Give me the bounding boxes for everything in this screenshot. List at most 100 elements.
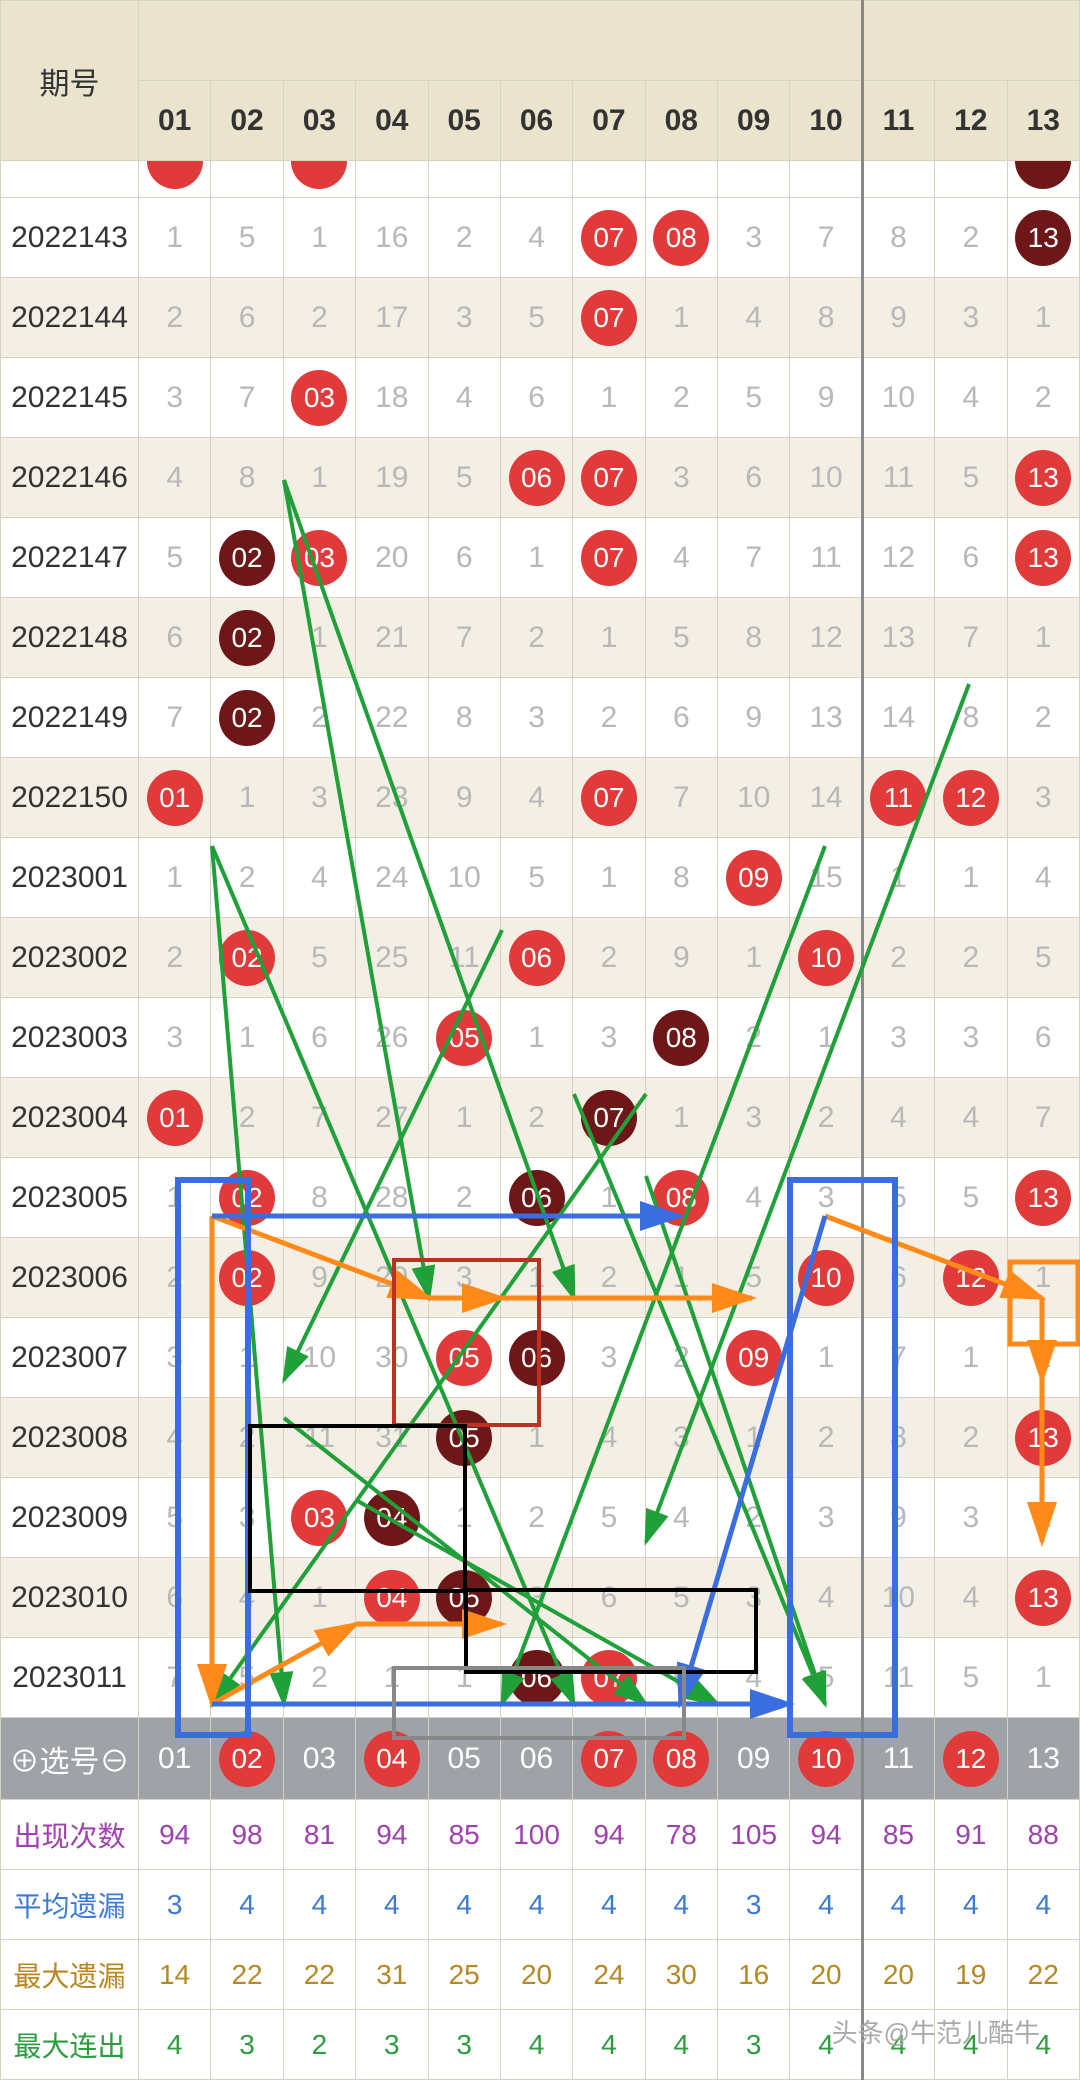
number-ball: 07 [581,530,637,586]
trend-cell: 10 [862,358,934,438]
number-ball: 06 [509,1170,565,1226]
trend-cell: 1 [1007,1478,1080,1558]
trend-cell: 3 [718,1558,790,1638]
trend-cell: 2 [1007,678,1080,758]
trend-cell: 8 [211,438,283,518]
trend-cell: 13 [1007,1558,1080,1638]
stat-cell: 20 [862,1940,934,2010]
number-ball: 06 [509,930,565,986]
trend-cell: 11 [862,438,934,518]
trend-cell: 4 [211,1558,283,1638]
trend-cell: 5 [211,198,283,278]
select-cell[interactable]: 08 [645,1718,717,1800]
trend-cell: 01 [139,1078,211,1158]
trend-cell: 14 [862,678,934,758]
trend-cell: 9 [283,1238,355,1318]
trend-cell: 02 [211,1238,283,1318]
trend-cell: 10 [790,438,862,518]
trend-cell: 6 [1007,998,1080,1078]
trend-cell: 6 [428,518,500,598]
number-ball: 07 [581,210,637,266]
select-cell[interactable]: 07 [573,1718,645,1800]
select-cell[interactable]: 03 [283,1718,355,1800]
number-ball: 09 [726,850,782,906]
data-row: 202214860212172158121371 [1,598,1080,678]
trend-cell: 4 [935,358,1007,438]
number-ball: 09 [726,1330,782,1386]
trend-cell: 11 [428,918,500,998]
number-ball: 08 [653,210,709,266]
stat-cell: 100 [500,1800,572,1870]
select-cell[interactable]: 04 [356,1718,428,1800]
trend-cell: 2 [139,918,211,998]
number-ball: 05 [436,1570,492,1626]
trend-cell: 5 [935,1638,1007,1718]
stat-row: 最大遗漏14222231252024301620201922 [1,1940,1080,2010]
trend-cell: 7 [139,678,211,758]
trend-cell: 1 [283,438,355,518]
trend-cell: 13 [1007,518,1080,598]
stat-cell: 16 [718,1940,790,2010]
trend-cell: 3 [139,358,211,438]
data-row: 202214750203206107471112613 [1,518,1080,598]
trend-cell: 3 [573,1318,645,1398]
trend-cell: 06 [500,1638,572,1718]
select-cell[interactable]: 02 [211,1718,283,1800]
data-row: 202300112424105180915114 [1,838,1080,918]
select-cell[interactable]: 12 [935,1718,1007,1800]
col-header: 08 [645,81,717,161]
select-cell[interactable]: 10 [790,1718,862,1800]
trend-cell: 10 [862,1558,934,1638]
period-cell: 2023008 [1,1398,139,1478]
stat-label: 最大连出 [1,2010,139,2080]
select-label[interactable]: ⊕选号⊖ [1,1718,139,1800]
select-cell[interactable]: 09 [718,1718,790,1800]
trend-cell: 29 [356,1238,428,1318]
stat-cell: 20 [790,1940,862,2010]
trend-cell: 6 [573,1558,645,1638]
select-cell[interactable]: 11 [862,1718,934,1800]
number-ball: 12 [943,770,999,826]
select-row[interactable]: ⊕选号⊖01020304050607080910111213 [1,1718,1080,1800]
trend-cell: 1 [573,838,645,918]
trend-cell: 2 [718,998,790,1078]
number-ball: 05 [436,1410,492,1466]
number-ball: 08 [653,1010,709,1066]
trend-cell: 12 [935,758,1007,838]
trend-cell: 5 [500,278,572,358]
data-row: 2023009530304125423931 [1,1478,1080,1558]
trend-cell: 11 [862,758,934,838]
trend-cell: 1 [139,838,211,918]
trend-cell: 7 [428,598,500,678]
stat-cell: 4 [862,1870,934,1940]
trend-cell: 2 [1007,358,1080,438]
trend-cell: 6 [500,358,572,438]
select-cell[interactable]: 01 [139,1718,211,1800]
trend-cell: 3 [935,278,1007,358]
stat-label: 最大遗漏 [1,1940,139,2010]
trend-cell: 1 [1007,278,1080,358]
period-cell: 2022147 [1,518,139,598]
trend-cell: 3 [862,998,934,1078]
trend-cell: 25 [356,918,428,998]
trend-cell: 6 [645,678,717,758]
trend-cell: 1 [935,1318,1007,1398]
select-cell[interactable]: 13 [1007,1718,1080,1800]
select-cell[interactable]: 05 [428,1718,500,1800]
trend-cell: 18 [356,358,428,438]
trend-cell: 11 [790,518,862,598]
trend-cell: 03 [283,1478,355,1558]
stat-cell: 3 [211,2010,283,2080]
number-ball: 13 [1015,450,1071,506]
period-cell: 2022148 [1,598,139,678]
header-row-top: 期号 [1,1,1080,81]
trend-cell: 2 [139,278,211,358]
trend-cell: 13 [862,598,934,678]
select-cell[interactable]: 06 [500,1718,572,1800]
trend-cell: 1 [139,198,211,278]
number-ball: 13 [1015,1170,1071,1226]
trend-cell: 11 [283,1398,355,1478]
trend-cell: 4 [139,1398,211,1478]
stat-cell: 14 [139,1940,211,2010]
trend-cell: 4 [718,1638,790,1718]
